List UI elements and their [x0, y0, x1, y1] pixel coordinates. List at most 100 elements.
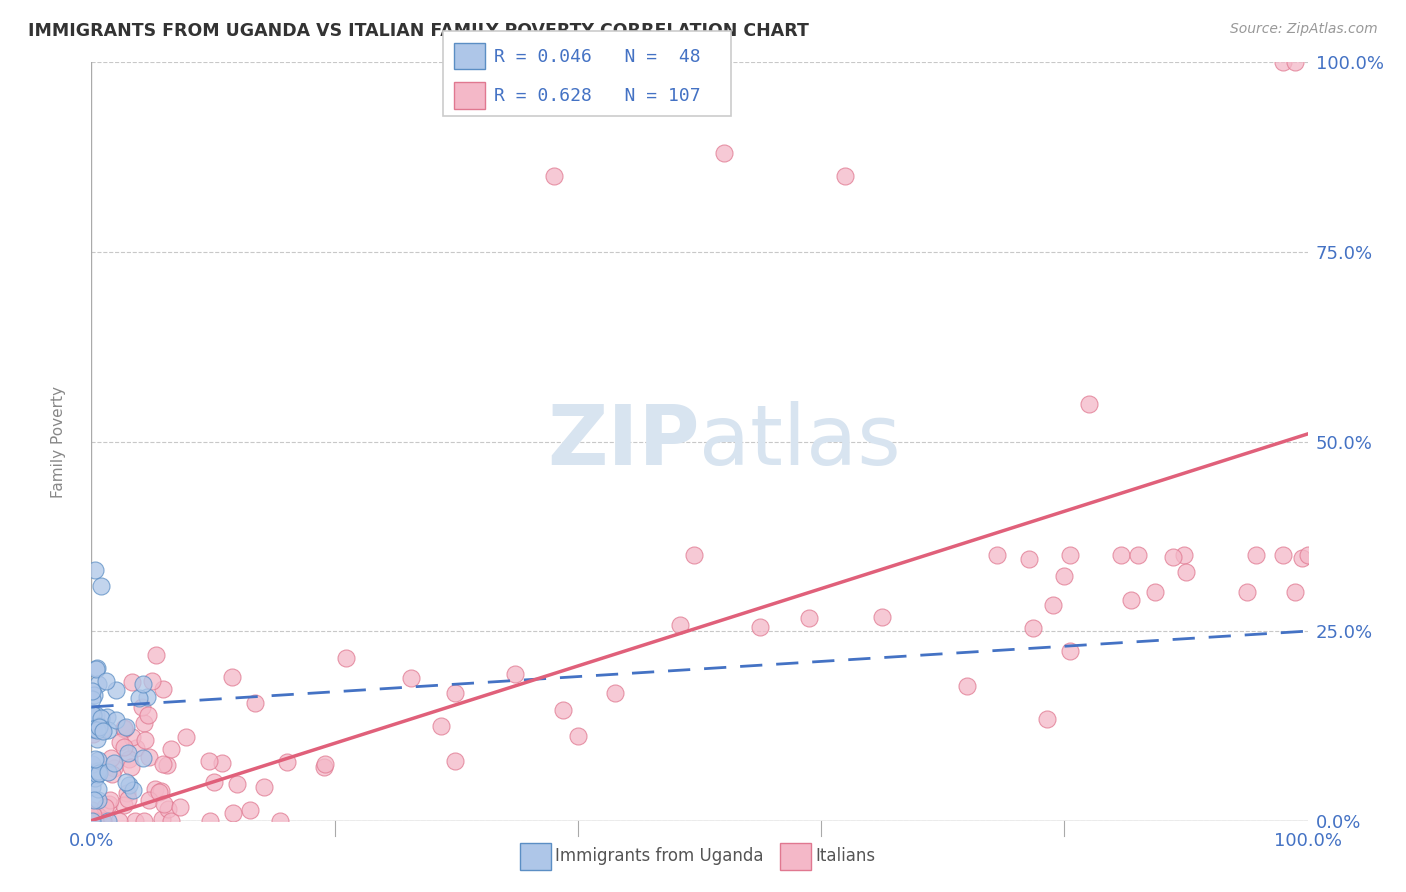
Point	[153, 797, 176, 811]
Point	[90, 723, 112, 737]
Point	[157, 802, 180, 816]
Point	[87, 720, 110, 734]
Point	[152, 681, 174, 696]
Point	[120, 760, 142, 774]
Point	[1246, 548, 1268, 563]
Point	[105, 713, 128, 727]
Point	[115, 720, 138, 734]
Point	[103, 761, 125, 775]
Point	[269, 814, 291, 828]
Point	[101, 767, 124, 781]
Point	[1036, 712, 1059, 726]
Point	[83, 752, 105, 766]
Point	[97, 723, 120, 738]
Point	[221, 806, 243, 821]
Point	[1284, 55, 1306, 70]
Point	[103, 756, 125, 770]
Point	[314, 756, 336, 771]
Point	[121, 674, 143, 689]
Point	[160, 742, 183, 756]
Point	[86, 723, 108, 738]
Point	[112, 739, 135, 754]
Point	[669, 618, 692, 632]
Point	[1018, 552, 1040, 566]
Point	[80, 814, 103, 828]
Point	[89, 719, 111, 733]
Point	[84, 808, 107, 822]
Point	[96, 709, 118, 723]
Point	[82, 780, 104, 795]
Point	[80, 683, 103, 698]
Point	[132, 677, 155, 691]
Point	[83, 814, 105, 828]
Text: R = 0.046   N =  48: R = 0.046 N = 48	[494, 47, 700, 66]
Point	[226, 777, 249, 791]
Point	[221, 670, 243, 684]
Point	[150, 784, 173, 798]
Point	[160, 814, 183, 828]
Point	[136, 690, 159, 704]
Point	[86, 661, 108, 675]
Text: IMMIGRANTS FROM UGANDA VS ITALIAN FAMILY POVERTY CORRELATION CHART: IMMIGRANTS FROM UGANDA VS ITALIAN FAMILY…	[28, 22, 808, 40]
Point	[399, 671, 422, 685]
Point	[87, 782, 110, 797]
Point	[82, 692, 104, 706]
Point	[253, 780, 276, 794]
Point	[87, 793, 110, 807]
Point	[84, 707, 107, 722]
Point	[94, 800, 117, 814]
Point	[211, 756, 233, 771]
Text: Source: ZipAtlas.com: Source: ZipAtlas.com	[1230, 22, 1378, 37]
Point	[84, 771, 107, 785]
Point	[1077, 396, 1099, 410]
Point	[105, 683, 128, 698]
Point	[97, 764, 120, 779]
Point	[82, 727, 104, 741]
Point	[1021, 621, 1043, 635]
Text: atlas: atlas	[699, 401, 901, 482]
Point	[82, 722, 104, 736]
Point	[112, 721, 135, 735]
Point	[97, 814, 120, 828]
Point	[1053, 568, 1076, 582]
Point	[683, 548, 706, 563]
Point	[713, 146, 735, 161]
Point	[132, 814, 155, 828]
Point	[82, 707, 104, 722]
Point	[145, 648, 167, 663]
Point	[134, 733, 156, 747]
Point	[138, 793, 160, 807]
Point	[94, 673, 117, 688]
Point	[551, 703, 574, 717]
Point	[98, 793, 121, 807]
Point	[82, 717, 104, 731]
Point	[90, 711, 112, 725]
Point	[131, 700, 153, 714]
Point	[148, 785, 170, 799]
Point	[986, 548, 1008, 563]
Point	[91, 814, 114, 828]
Point	[89, 766, 111, 780]
Point	[80, 706, 103, 720]
Point	[90, 579, 112, 593]
Point	[797, 611, 820, 625]
Point	[543, 169, 565, 184]
Point	[335, 650, 357, 665]
Point	[136, 708, 159, 723]
Point	[1272, 548, 1295, 563]
Point	[198, 814, 221, 828]
Point	[112, 722, 135, 736]
Point	[1284, 585, 1306, 599]
Point	[243, 697, 266, 711]
Point	[503, 667, 526, 681]
Point	[1173, 548, 1195, 563]
Text: Immigrants from Uganda: Immigrants from Uganda	[555, 847, 763, 865]
Point	[82, 807, 104, 822]
Point	[86, 662, 108, 676]
Point	[91, 723, 114, 738]
Point	[82, 804, 104, 818]
Point	[83, 793, 105, 807]
Point	[1236, 584, 1258, 599]
Point	[1042, 598, 1064, 612]
Point	[108, 814, 131, 828]
